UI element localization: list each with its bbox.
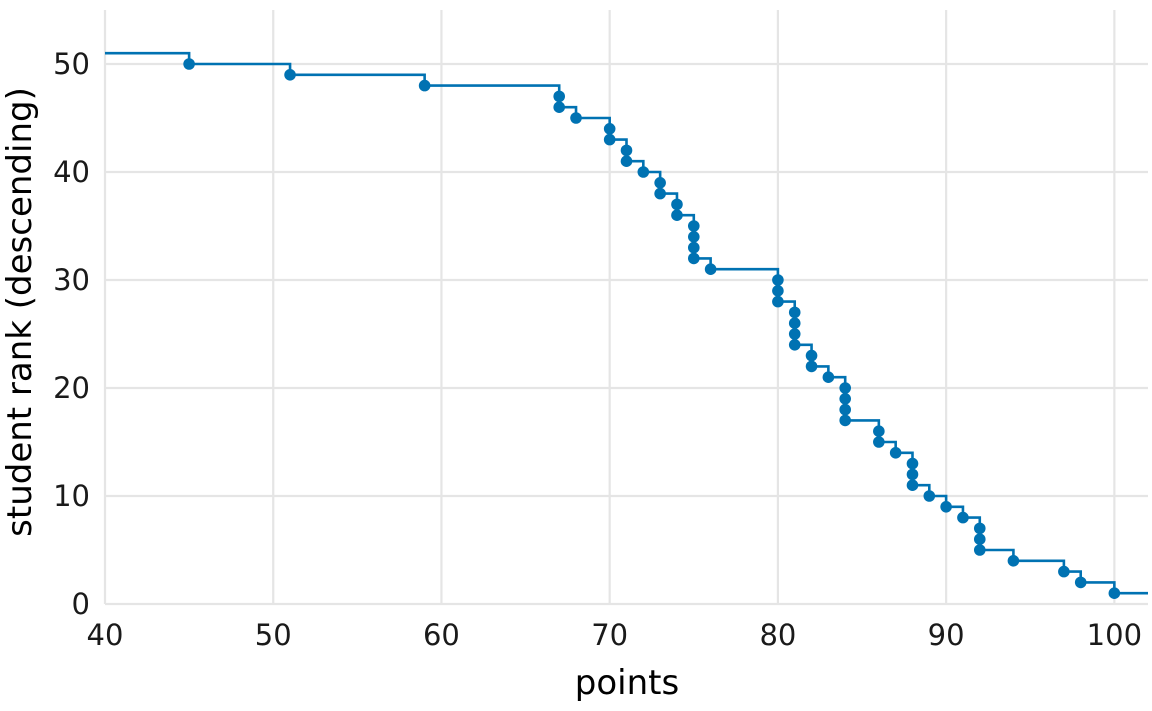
data-point xyxy=(553,101,566,113)
data-point xyxy=(1108,587,1121,599)
x-tick-label: 50 xyxy=(255,618,292,652)
data-point xyxy=(788,317,801,330)
data-point xyxy=(772,274,784,286)
data-point xyxy=(553,90,566,103)
data-point xyxy=(805,349,818,362)
x-tick-label: 90 xyxy=(928,618,965,652)
grid xyxy=(103,10,1148,606)
data-point xyxy=(654,177,666,189)
y-tick-label: 10 xyxy=(53,479,90,513)
x-tick-label: 80 xyxy=(759,618,796,652)
data-point xyxy=(1058,565,1070,578)
data-point xyxy=(906,457,919,470)
data-point xyxy=(687,220,700,232)
data-points xyxy=(183,58,1121,599)
data-point xyxy=(1074,576,1087,589)
data-point xyxy=(284,69,296,81)
data-point xyxy=(603,123,616,135)
data-point xyxy=(940,501,952,513)
data-point xyxy=(788,328,801,340)
x-axis-ticks: 40 50 60 70 80 90 100 xyxy=(87,618,1142,652)
y-tick-label: 0 xyxy=(72,587,90,621)
x-tick-label: 70 xyxy=(591,618,628,652)
data-point xyxy=(772,295,784,308)
y-tick-label: 50 xyxy=(53,47,90,81)
x-tick-label: 40 xyxy=(87,618,124,652)
data-point xyxy=(418,79,431,92)
data-point xyxy=(687,231,700,243)
data-point xyxy=(973,522,986,535)
data-point xyxy=(671,198,683,211)
data-point xyxy=(973,544,986,556)
data-point xyxy=(570,112,582,124)
data-point xyxy=(805,360,818,373)
x-axis-title: points xyxy=(575,663,679,703)
data-point xyxy=(839,414,851,427)
y-axis-title: student rank (descending) xyxy=(0,87,40,537)
data-point xyxy=(788,339,801,351)
data-point xyxy=(620,144,633,157)
data-point xyxy=(704,263,717,276)
data-point xyxy=(687,241,700,254)
data-point xyxy=(906,479,919,492)
data-point xyxy=(957,511,969,524)
data-point xyxy=(603,133,616,146)
data-point xyxy=(839,382,851,394)
data-point xyxy=(654,187,666,200)
y-tick-label: 30 xyxy=(53,263,90,297)
data-point xyxy=(620,155,633,167)
x-tick-label: 60 xyxy=(423,618,460,652)
data-point xyxy=(637,166,650,178)
data-point xyxy=(788,306,801,319)
y-tick-label: 20 xyxy=(53,371,90,405)
data-point xyxy=(889,447,902,459)
data-point xyxy=(839,403,851,416)
step-line xyxy=(105,51,1148,595)
data-point xyxy=(923,490,936,502)
x-tick-label: 100 xyxy=(1087,618,1142,652)
data-point xyxy=(822,371,835,384)
data-point xyxy=(183,58,195,70)
y-axis-ticks: 0 10 20 30 40 50 xyxy=(53,47,90,621)
data-point xyxy=(873,425,885,438)
data-point xyxy=(973,533,986,545)
data-point xyxy=(1007,555,1020,567)
y-tick-label: 40 xyxy=(53,155,90,189)
data-point xyxy=(839,393,851,405)
data-point xyxy=(687,252,700,265)
data-point xyxy=(873,436,885,448)
data-point xyxy=(906,468,919,481)
data-point xyxy=(671,209,683,221)
step-line-group xyxy=(105,51,1148,595)
data-point xyxy=(772,285,784,297)
